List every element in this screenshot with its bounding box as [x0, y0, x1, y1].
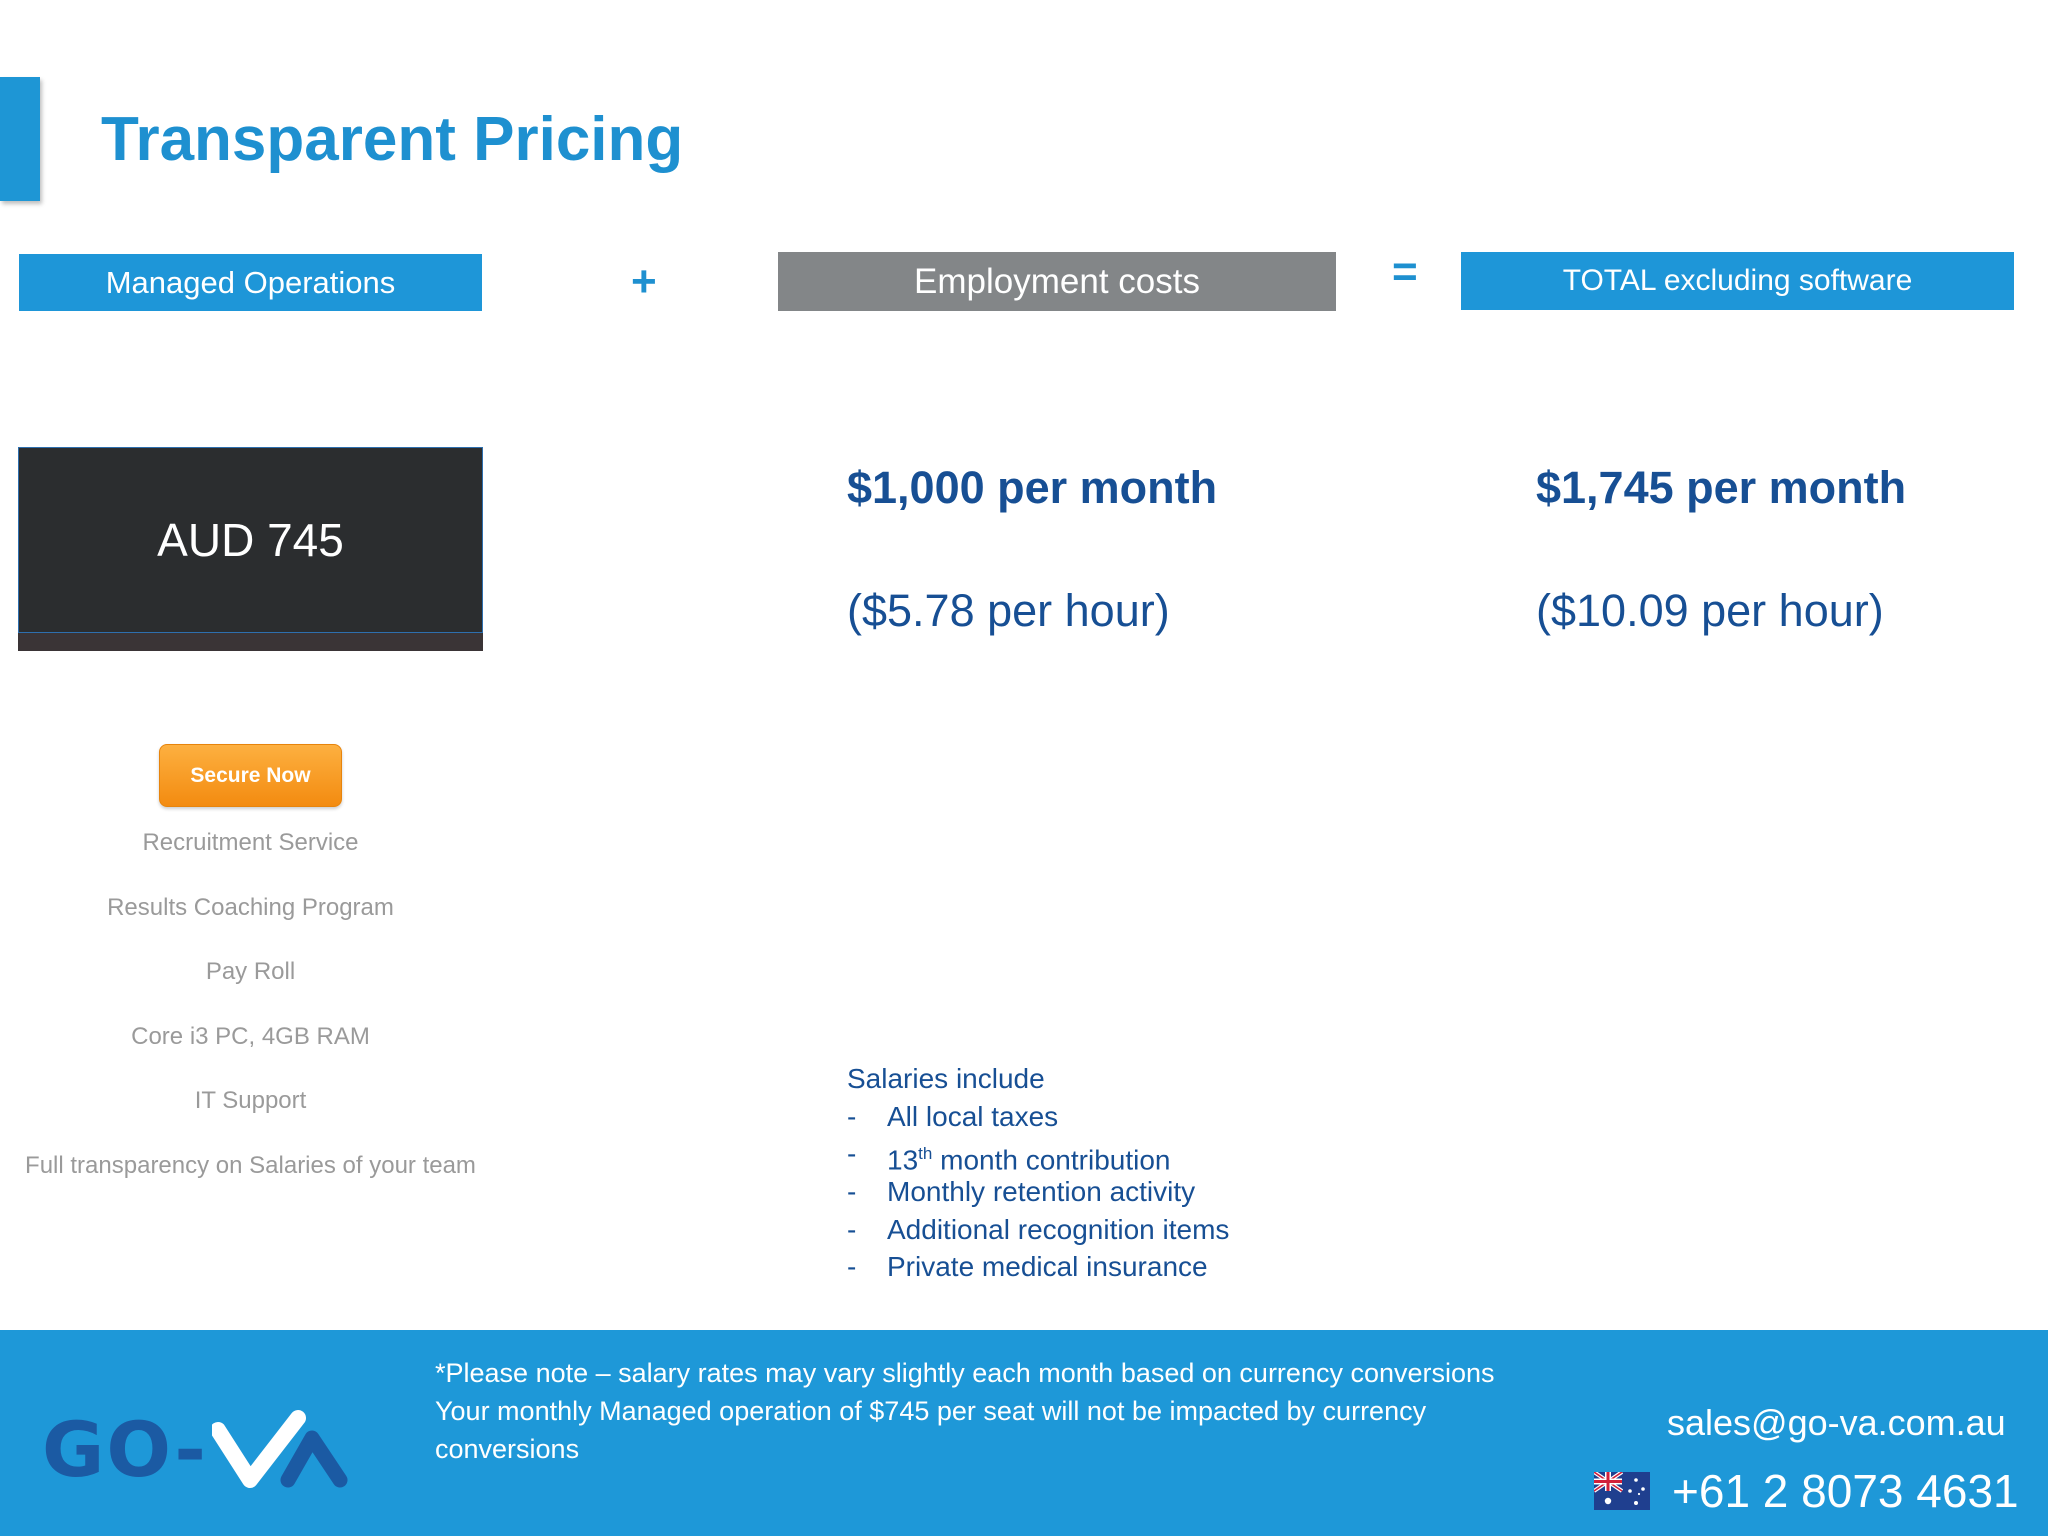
feature-payroll: Pay Roll	[205, 958, 296, 986]
features-list: Recruitment Service Results Coaching Pro…	[0, 820, 501, 1208]
secure-now-button[interactable]: Secure Now	[159, 744, 342, 807]
feature-it-support: IT Support	[194, 1087, 307, 1115]
footer-bar	[0, 1330, 2048, 1536]
employment-costs-header: Employment costs	[778, 252, 1336, 311]
equals-operator: =	[1392, 247, 1418, 296]
dash-bullet: -	[847, 1176, 857, 1208]
phone-number[interactable]: +61 2 8073 4631	[1672, 1465, 2019, 1517]
managed-price-box: AUD 745	[18, 447, 483, 633]
sales-email-link[interactable]: sales@go-va.com.au	[1667, 1402, 2006, 1443]
salary-item-retention: - Monthly retention activity	[847, 1173, 1229, 1211]
salaries-heading: Salaries include	[847, 1063, 1045, 1094]
feature-pc: Core i3 PC, 4GB RAM	[131, 1022, 370, 1050]
logo-va-mark-icon	[211, 1410, 348, 1488]
australia-flag-icon	[1594, 1472, 1650, 1510]
employment-hourly-price: ($5.78 per hour)	[847, 585, 1170, 636]
managed-operations-header: Managed Operations	[19, 254, 482, 311]
salary-item-13th-month: -13th month contribution	[847, 1135, 1229, 1175]
currency-note: *Please note – salary rates may vary sli…	[435, 1354, 1575, 1468]
total-header: TOTAL excluding software	[1461, 252, 2014, 310]
total-monthly-price: $1,745 per month	[1536, 462, 1907, 513]
phone-contact: +61 2 8073 4631	[1594, 1464, 2019, 1518]
feature-transparency: Full transparency on Salaries of your te…	[25, 1151, 476, 1179]
feature-recruitment: Recruitment Service	[142, 829, 359, 856]
accent-bar	[0, 77, 40, 201]
logo-go-text: GO-	[42, 1405, 208, 1494]
salaries-include-list: Salaries include - All local taxes -13th …	[847, 1060, 1229, 1286]
dash-bullet: -	[847, 1100, 857, 1132]
plus-operator: +	[631, 257, 657, 306]
go-va-logo: GO-	[42, 1408, 350, 1492]
currency-note-line2: Your monthly Managed operation of $745 p…	[435, 1396, 1427, 1464]
total-hourly-price: ($10.09 per hour)	[1536, 585, 1884, 636]
dash-bullet: -	[847, 1138, 857, 1170]
page-title: Transparent Pricing	[101, 105, 684, 174]
employment-monthly-price: $1,000 per month	[847, 462, 1218, 513]
dash-bullet: -	[847, 1251, 857, 1283]
dash-bullet: -	[847, 1213, 857, 1245]
price-box-shadow-strip	[18, 633, 483, 651]
salary-item-medical: - Private medical insurance	[847, 1248, 1229, 1286]
currency-note-line1: *Please note – salary rates may vary sli…	[435, 1358, 1495, 1388]
managed-price: AUD 745	[157, 514, 344, 566]
feature-coaching: Results Coaching Program	[107, 893, 394, 921]
salary-item-taxes: - All local taxes	[847, 1098, 1229, 1136]
salary-item-recognition: - Additional recognition items	[847, 1211, 1229, 1249]
